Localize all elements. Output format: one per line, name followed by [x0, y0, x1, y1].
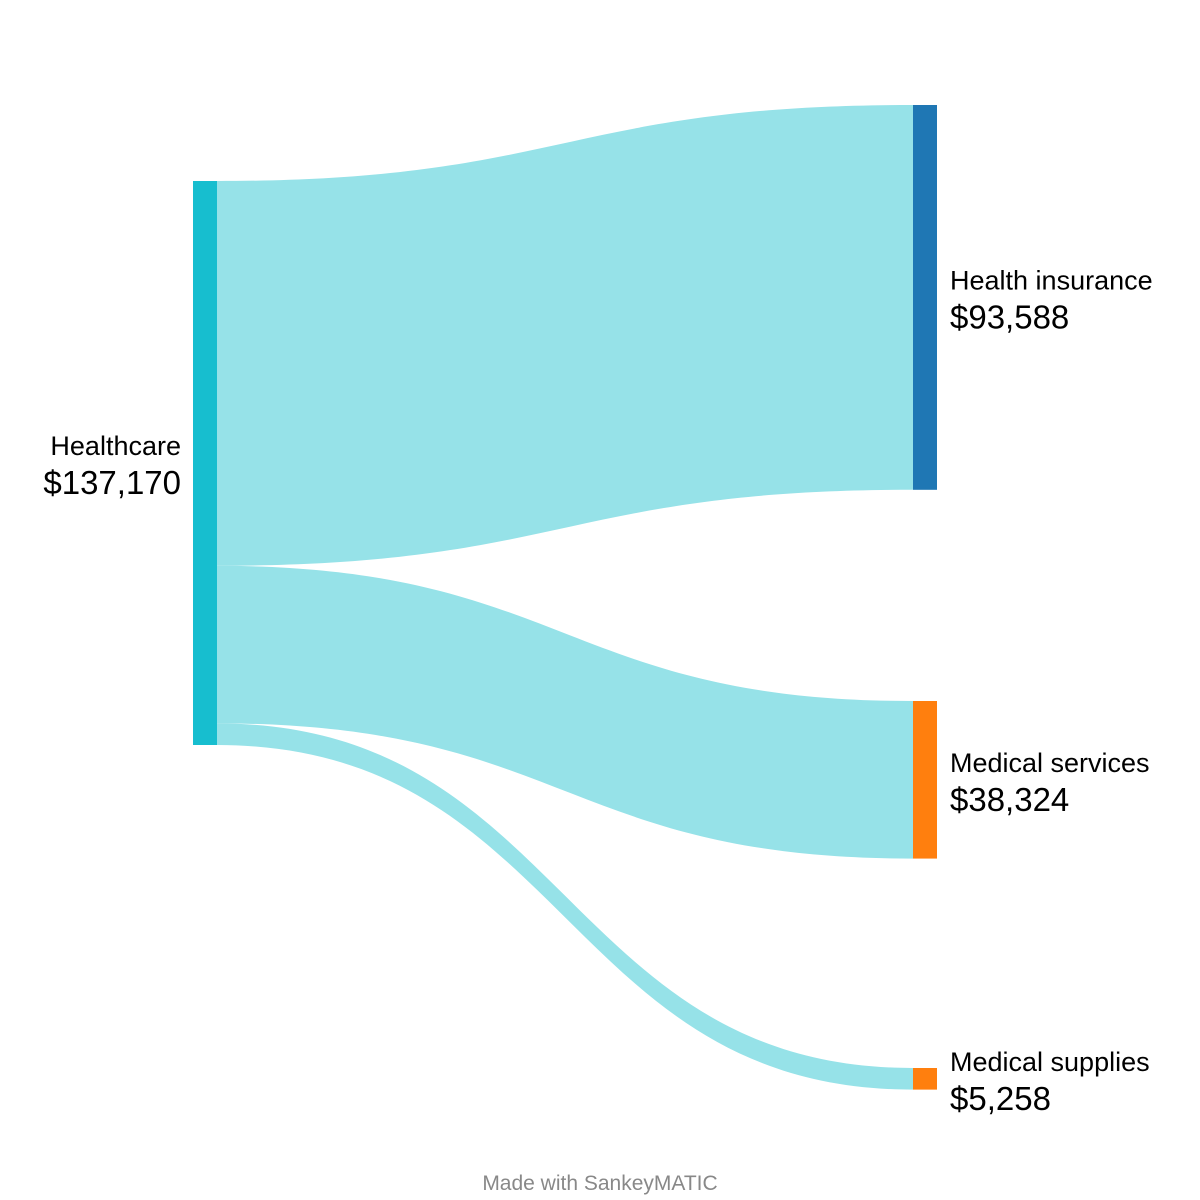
sankey-labels: Healthcare$137,170 Health insurance$93,58… — [43, 265, 1152, 1116]
sankey-nodes — [193, 105, 937, 1090]
link-healthcare-to-health-insurance — [217, 105, 913, 566]
node-health-insurance — [913, 105, 937, 490]
node-label-medical-supplies: Medical supplies — [950, 1047, 1150, 1077]
node-value-medical-services: $38,324 — [950, 781, 1069, 818]
node-label-healthcare: Healthcare — [50, 431, 181, 461]
node-healthcare — [193, 181, 217, 745]
link-healthcare-to-medical-supplies — [217, 723, 913, 1090]
node-label-health-insurance: Health insurance — [950, 265, 1153, 295]
sankey-links — [217, 105, 913, 1090]
node-value-healthcare: $137,170 — [43, 464, 181, 501]
node-value-health-insurance: $93,588 — [950, 298, 1069, 335]
node-value-medical-supplies: $5,258 — [950, 1080, 1051, 1117]
node-medical-supplies — [913, 1068, 937, 1090]
node-label-medical-services: Medical services — [950, 748, 1150, 778]
node-medical-services — [913, 701, 937, 859]
credit-text: Made with SankeyMATIC — [482, 1172, 717, 1195]
link-healthcare-to-medical-services — [217, 565, 913, 859]
